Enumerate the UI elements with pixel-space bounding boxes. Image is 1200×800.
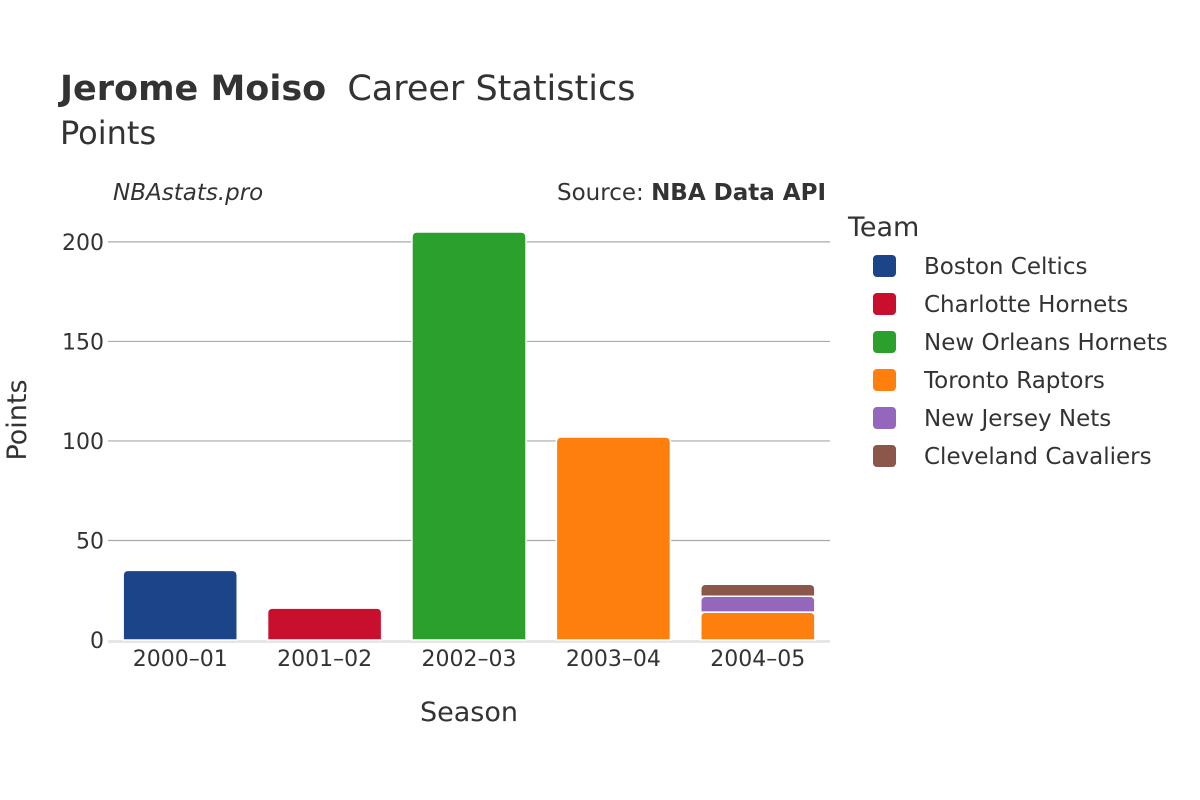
- legend-item-label: New Jersey Nets: [924, 406, 1111, 432]
- y-tick-label: 0: [90, 629, 104, 654]
- bars: [122, 231, 816, 641]
- legend-item-label: New Orleans Hornets: [924, 330, 1168, 356]
- x-tick-label: 2000–01: [133, 647, 228, 672]
- bar-segment[interactable]: [266, 607, 383, 641]
- y-tick-label: 200: [62, 231, 104, 256]
- bar-segment[interactable]: [700, 611, 816, 641]
- legend-item-label: Toronto Raptors: [923, 368, 1105, 394]
- legend-swatch: [873, 369, 896, 391]
- chart-title: Jerome Moiso Career Statistics: [58, 69, 635, 109]
- y-tick-label: 150: [62, 330, 104, 355]
- legend-swatch: [873, 293, 896, 315]
- source-name: NBA Data API: [651, 180, 826, 206]
- bar-segment[interactable]: [555, 436, 672, 641]
- bar-segment[interactable]: [700, 583, 816, 597]
- x-tick-label: 2004–05: [710, 647, 805, 672]
- legend-item-label: Boston Celtics: [924, 254, 1087, 280]
- y-tick-label: 100: [62, 430, 104, 455]
- x-axis-title: Season: [420, 697, 518, 728]
- y-axis-title: Points: [2, 379, 33, 460]
- legend-swatch: [873, 255, 896, 277]
- x-tick-label: 2001–02: [277, 647, 372, 672]
- watermark: NBAstats.pro: [113, 180, 263, 206]
- legend-swatch: [873, 445, 896, 467]
- y-axis-ticks: 0 50 100 150 200: [62, 231, 104, 654]
- legend-swatch: [873, 407, 896, 429]
- source-prefix: Source:: [557, 180, 651, 206]
- chart-title-name: Jerome Moiso: [58, 69, 326, 109]
- bar-segment[interactable]: [122, 569, 238, 641]
- x-axis-ticks: 2000–01 2001–02 2002–03 2003–04 2004–05: [133, 647, 806, 672]
- chart-title-rest: Career Statistics: [347, 69, 635, 109]
- legend-swatch: [873, 331, 896, 353]
- legend-title: Team: [847, 212, 919, 243]
- x-tick-label: 2003–04: [566, 647, 661, 672]
- legend-item-label: Charlotte Hornets: [924, 292, 1128, 318]
- legend-item-label: Cleveland Cavaliers: [924, 444, 1152, 470]
- legend: Boston Celtics Charlotte Hornets New Orlea…: [873, 254, 1168, 470]
- bar-segment[interactable]: [700, 595, 816, 613]
- chart-subtitle: Points: [60, 114, 156, 152]
- bar-segment[interactable]: [411, 231, 527, 641]
- x-tick-label: 2002–03: [422, 647, 517, 672]
- y-tick-label: 50: [76, 529, 104, 554]
- source-annotation: Source: NBA Data API: [557, 180, 826, 206]
